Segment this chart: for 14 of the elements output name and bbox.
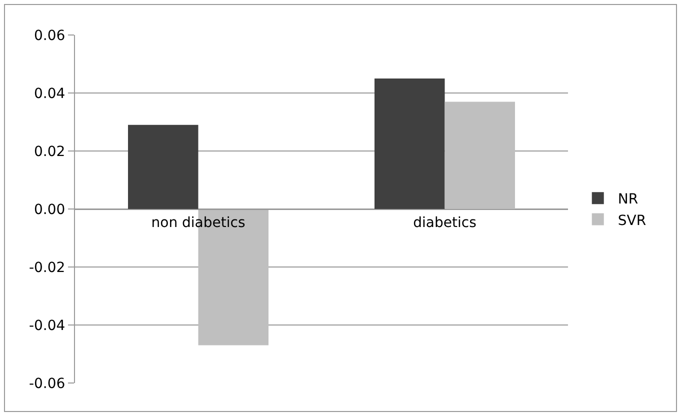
bar (444, 102, 515, 209)
y-tick-label: 0.04 (34, 86, 66, 102)
x-tick-label: non diabetics (151, 214, 246, 231)
y-tick-label: -0.06 (28, 376, 66, 392)
legend-label: SVR (618, 212, 646, 229)
y-tick-label: -0.04 (28, 318, 66, 334)
y-tick-label: 0.02 (34, 144, 66, 160)
x-tick-label: diabetics (413, 214, 476, 231)
y-tick-label: -0.02 (28, 260, 66, 276)
y-tick-label: 0.00 (34, 202, 66, 218)
bar (128, 124, 198, 209)
bar (374, 78, 445, 209)
y-tick-label: 0.06 (34, 28, 66, 44)
legend-label: NR (618, 192, 638, 208)
